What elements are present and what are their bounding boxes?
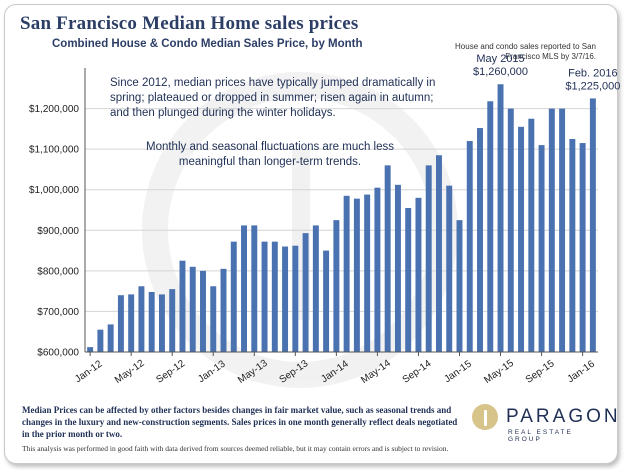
bar-Apr-15 bbox=[487, 101, 494, 352]
bar-Dec-13 bbox=[323, 250, 330, 352]
bar-May-14 bbox=[374, 187, 381, 352]
bar-Aug-13 bbox=[282, 246, 289, 352]
x-tick-label: Jan-16 bbox=[565, 358, 597, 385]
source-note: House and condo sales reported to San Fr… bbox=[455, 42, 596, 61]
y-tick-label: $600,000 bbox=[37, 348, 79, 359]
y-tick-label: $1,100,000 bbox=[29, 145, 79, 156]
annotations: May 2015$1,260,000 Feb. 2016$1,225,000 bbox=[473, 53, 620, 92]
bar-Jul-12 bbox=[148, 291, 155, 352]
paragon-logo: PARAGON REAL ESTATE GROUP bbox=[470, 402, 618, 443]
bar-Feb-14 bbox=[343, 195, 350, 352]
chart-title: San Francisco Median Home sales prices bbox=[20, 13, 359, 34]
annotation-value: $1,260,000 bbox=[473, 66, 528, 78]
y-tick-label: $1,000,000 bbox=[29, 185, 79, 196]
y-tick-label: $1,200,000 bbox=[29, 104, 79, 115]
x-tick-label: Jan-13 bbox=[196, 358, 228, 385]
x-tick-label: Jan-15 bbox=[442, 358, 474, 385]
bar-Feb-16 bbox=[589, 98, 596, 352]
footer-legal: This analysis was performed in good fait… bbox=[22, 444, 449, 453]
bar-Oct-14 bbox=[425, 165, 432, 352]
bar-Jan-12 bbox=[87, 347, 94, 352]
y-tick-label: $800,000 bbox=[37, 266, 79, 277]
logo-tagline: REAL ESTATE GROUP bbox=[508, 429, 573, 443]
footer-disclaimer: Median Prices can be affected by other f… bbox=[22, 405, 458, 439]
bar-Jul-14 bbox=[394, 184, 401, 352]
x-tick-label: Sep-15 bbox=[524, 358, 557, 386]
bar-May-15 bbox=[497, 84, 504, 352]
logo-name: PARAGON bbox=[506, 406, 621, 427]
bar-Jan-13 bbox=[210, 286, 217, 352]
bar-Feb-15 bbox=[466, 141, 473, 352]
bar-Mar-14 bbox=[353, 198, 360, 352]
annotation-label: May 2015 bbox=[476, 53, 524, 65]
bar-Jun-14 bbox=[384, 165, 391, 352]
chart-subtitle: Combined House & Condo Median Sales Pric… bbox=[52, 38, 363, 50]
paragon-logo-icon bbox=[472, 404, 498, 430]
seasonal-note: Since 2012, median prices have typically… bbox=[110, 77, 436, 119]
annotation-label: Feb. 2016 bbox=[568, 67, 618, 79]
x-tick-label: Sep-12 bbox=[154, 358, 187, 386]
bar-Jan-16 bbox=[579, 143, 586, 352]
bar-Oct-15 bbox=[548, 108, 555, 352]
bar-Feb-12 bbox=[97, 329, 104, 352]
axes bbox=[84, 68, 598, 353]
chart-frame bbox=[4, 4, 618, 464]
bar-Dec-14 bbox=[446, 185, 453, 352]
bar-Apr-12 bbox=[117, 295, 124, 352]
bar-Mar-13 bbox=[230, 241, 237, 352]
bar-Nov-12 bbox=[189, 266, 196, 352]
bar-Sep-14 bbox=[415, 197, 422, 352]
bar-May-13 bbox=[251, 225, 258, 352]
bar-Nov-13 bbox=[312, 225, 319, 352]
y-tick-label: $700,000 bbox=[37, 307, 79, 318]
x-tick-label: Sep-14 bbox=[401, 358, 434, 386]
bar-Sep-13 bbox=[292, 245, 299, 352]
bar-Sep-15 bbox=[538, 145, 545, 352]
bar-Dec-15 bbox=[569, 139, 576, 352]
bar-Apr-14 bbox=[364, 194, 371, 352]
annotation-value: $1,225,000 bbox=[565, 80, 620, 92]
bar-May-12 bbox=[128, 294, 135, 352]
fluctuation-note: Monthly and seasonal fluctuations are mu… bbox=[145, 141, 395, 168]
bar-Jul-15 bbox=[518, 126, 525, 352]
x-tick-label: Jan-12 bbox=[73, 358, 105, 385]
bar-Jun-15 bbox=[507, 108, 514, 352]
y-tick-label: $900,000 bbox=[37, 226, 79, 237]
x-tick-label: May-15 bbox=[482, 358, 516, 386]
bar-Sep-12 bbox=[169, 289, 176, 352]
bar-Jun-12 bbox=[138, 286, 145, 352]
bar-Jun-13 bbox=[261, 241, 268, 352]
bar-Jul-13 bbox=[271, 241, 278, 352]
bar-Mar-15 bbox=[477, 128, 483, 352]
y-tick-labels: $600,000 $700,000 $800,000 $900,000 $1,000,0… bbox=[29, 104, 79, 358]
x-tick-label: May-12 bbox=[113, 358, 147, 386]
bar-Aug-12 bbox=[158, 294, 165, 352]
bar-Jan-15 bbox=[456, 220, 463, 352]
bar-Aug-15 bbox=[528, 118, 535, 352]
bar-Oct-13 bbox=[302, 233, 309, 352]
bar-Jan-14 bbox=[333, 220, 340, 352]
bar-Dec-12 bbox=[200, 270, 206, 352]
bar-Apr-13 bbox=[241, 225, 248, 352]
bar-Aug-14 bbox=[405, 207, 412, 352]
bar-Feb-13 bbox=[220, 268, 227, 352]
bar-Nov-15 bbox=[559, 108, 566, 352]
bar-Nov-14 bbox=[435, 155, 442, 352]
bar-Oct-12 bbox=[179, 260, 186, 352]
bars bbox=[87, 84, 596, 352]
bar-Mar-12 bbox=[107, 324, 114, 352]
